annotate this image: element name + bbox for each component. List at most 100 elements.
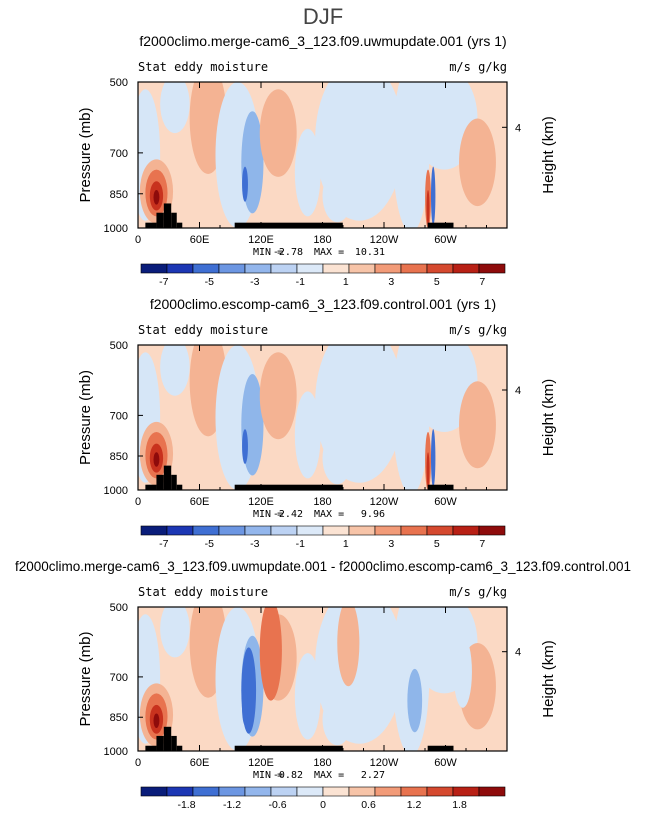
x-tick-label: 60W: [434, 234, 457, 246]
min-value: -0.82: [273, 770, 303, 781]
topography-mask: [171, 735, 177, 751]
topography-mask: [427, 222, 454, 228]
topography-mask: [176, 484, 183, 490]
colorbar-segment: [218, 786, 246, 797]
moisture-maximum-peak: [153, 452, 160, 467]
x-tick-label: 120E: [248, 496, 274, 508]
chart-panel-3: f2000climo.merge-cam6_3_123.f09.uwmupdat…: [15, 559, 631, 811]
x-tick-label: 60W: [434, 757, 457, 769]
contour-patch: [322, 432, 353, 485]
x-tick-label: 180: [313, 234, 331, 246]
chart-panel-1: f2000climo.merge-cam6_3_123.f09.uwmupdat…: [77, 33, 557, 288]
colorbar-segment: [270, 525, 298, 536]
x-tick-label: 120W: [370, 757, 399, 769]
colorbar-label: 3: [388, 538, 394, 550]
units-label: m/s g/kg: [449, 323, 507, 337]
colorbar-segment: [348, 786, 376, 797]
x-tick-label: 120E: [248, 757, 274, 769]
y-tick-label: 500: [110, 77, 128, 89]
max-label: MAX =: [314, 247, 344, 258]
topography-mask: [171, 212, 177, 228]
colorbar: -7 -5 -3 -1 1 3 5 7: [140, 525, 506, 550]
colorbar-segment: [192, 786, 220, 797]
andes-feature-core: [426, 452, 430, 488]
colorbar-label: -3: [250, 538, 259, 550]
y-axis-title: Pressure (mb): [77, 370, 94, 465]
units-label: m/s g/kg: [449, 60, 507, 74]
panel-title: f2000climo.escomp-cam6_3_123.f09.control…: [150, 296, 496, 312]
contour-patch: [259, 607, 282, 701]
y-tick-label: 1000: [104, 746, 128, 758]
contour-patch: [160, 345, 190, 396]
topography-mask: [145, 484, 157, 490]
y-tick-label: 500: [110, 340, 128, 352]
y-right-axis-title: Height (km): [540, 379, 557, 457]
colorbar-label: 5: [434, 538, 440, 550]
negative-streak: [242, 690, 248, 726]
contour-patch: [407, 668, 423, 733]
colorbar-segment: [348, 263, 376, 274]
topography-mask: [156, 735, 164, 751]
colorbar-label: -5: [205, 276, 214, 288]
colorbar-segment: [244, 263, 272, 274]
colorbar-segment: [348, 525, 376, 536]
x-tick-label: 0: [135, 496, 141, 508]
y-tick-label: 1000: [104, 223, 128, 235]
min-label: MIN =: [253, 247, 283, 258]
colorbar-segment: [270, 263, 298, 274]
x-tick-label: 120E: [248, 234, 274, 246]
x-tick-label: 60E: [190, 757, 210, 769]
variable-label: Stat eddy moisture: [138, 60, 268, 74]
topography-mask: [234, 222, 343, 228]
colorbar-label: 0: [320, 799, 326, 811]
y-tick-label: 700: [110, 672, 128, 684]
colorbar-label: 7: [479, 538, 485, 550]
contour-field: [138, 607, 507, 751]
height-tick-label: 4: [515, 122, 521, 134]
contour-patch: [259, 352, 297, 440]
colorbar-label: 1: [343, 276, 349, 288]
x-tick-label: 120W: [370, 234, 399, 246]
topography-mask: [176, 745, 183, 751]
contour-patch: [259, 89, 297, 177]
topography-mask: [156, 212, 164, 228]
colorbar-segment: [166, 263, 194, 274]
negative-streak: [242, 166, 248, 202]
colorbar-segment: [296, 525, 324, 536]
contour-patch: [160, 82, 190, 134]
contour-patch: [459, 381, 496, 469]
x-tick-label: 120W: [370, 496, 399, 508]
x-tick-label: 60E: [190, 234, 210, 246]
topography-mask: [176, 222, 183, 228]
colorbar-segment: [452, 786, 480, 797]
colorbar-segment: [296, 786, 324, 797]
colorbar-segment: [478, 786, 506, 797]
colorbar-segment: [452, 263, 480, 274]
contour-patch: [337, 607, 360, 687]
colorbar-segment: [244, 786, 272, 797]
contour-field: [138, 345, 507, 490]
y-tick-label: 1000: [104, 485, 128, 497]
x-tick-label: 180: [313, 496, 331, 508]
colorbar-label: -3: [250, 276, 259, 288]
colorbar-segment: [426, 263, 454, 274]
min-value: -2.42: [273, 509, 303, 520]
colorbar-segment: [244, 525, 272, 536]
max-value: 10.31: [355, 247, 385, 258]
topography-mask: [156, 474, 164, 490]
topography-mask: [163, 726, 172, 751]
moisture-maximum-peak: [153, 190, 160, 205]
colorbar-label: -7: [159, 276, 168, 288]
topography-mask: [427, 484, 454, 490]
colorbar-segment: [478, 525, 506, 536]
contour-patch: [459, 118, 496, 207]
colorbar-segment: [322, 263, 350, 274]
topography-mask: [163, 203, 172, 228]
colorbar-segment: [192, 525, 220, 536]
colorbar-segment: [452, 525, 480, 536]
y-right-axis-title: Height (km): [540, 640, 557, 718]
colorbar: -1.8 -1.2 -0.6 0 0.6 1.2 1.8: [140, 786, 506, 811]
colorbar-segment: [374, 786, 402, 797]
page-title: DJF: [303, 4, 343, 29]
colorbar-segment: [166, 525, 194, 536]
